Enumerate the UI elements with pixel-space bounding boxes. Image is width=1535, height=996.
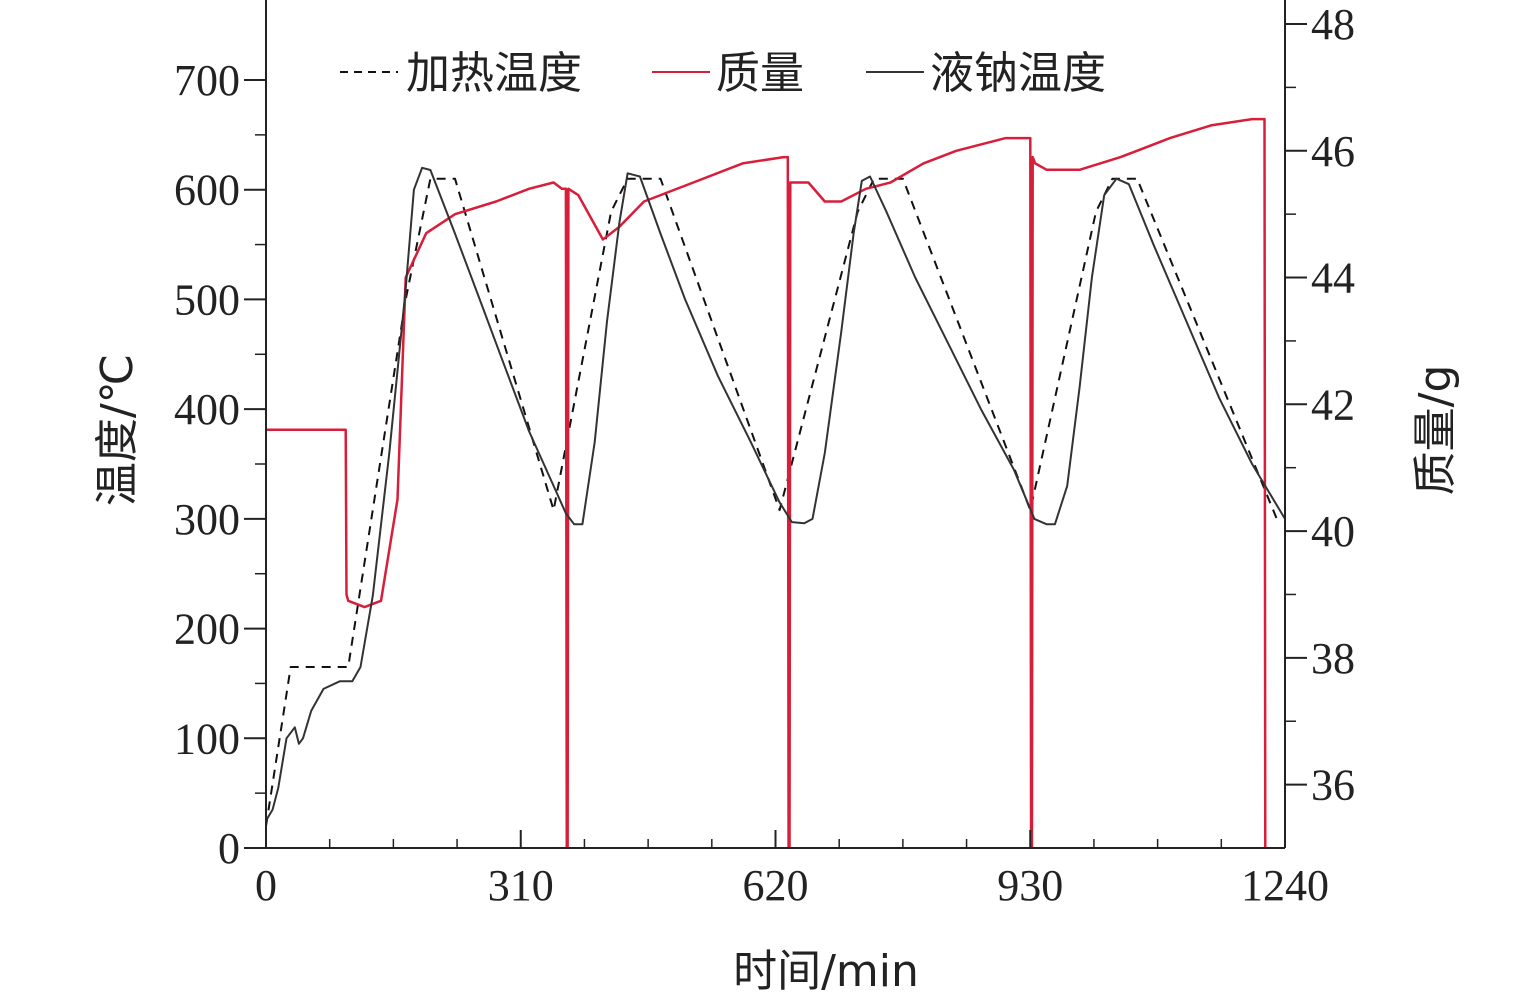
- y-right-tick-label: 36: [1311, 761, 1355, 810]
- series-heating-temperature: [266, 177, 1278, 827]
- series-mass: [266, 117, 1267, 848]
- x-tick-label: 0: [255, 861, 277, 910]
- y-right-tick-label: 48: [1311, 0, 1355, 49]
- series-layer: [266, 117, 1285, 848]
- y-left-tick-label: 600: [174, 166, 240, 215]
- legend: 加热温度 质量 液钠温度: [340, 48, 1106, 99]
- y-right-tick-label: 42: [1311, 380, 1355, 429]
- x-tick-label: 620: [743, 861, 809, 910]
- y-left-tick-label: 300: [174, 495, 240, 544]
- y-right-axis-title: 质量/g: [1410, 365, 1461, 496]
- x-tick-label: 930: [997, 861, 1063, 910]
- legend-label-mass: 质量: [716, 48, 804, 99]
- y-left-tick-label: 700: [174, 56, 240, 105]
- x-tick-label: 1240: [1241, 861, 1329, 910]
- y-left-axis-title: 温度/℃: [92, 354, 143, 506]
- axes-layer: 0 310 620 930 1240 0 100 200 300 400 500 600 700 36 38…: [174, 0, 1355, 910]
- x-tick-label: 310: [488, 861, 554, 910]
- series-sodium-temperature: [266, 166, 1285, 822]
- y-right-tick-label: 40: [1311, 507, 1355, 556]
- y-left-tick-label: 500: [174, 275, 240, 324]
- legend-label-heating: 加热温度: [406, 48, 582, 99]
- x-axis-title: 时间/min: [733, 946, 919, 996]
- y-left-tick-label: 100: [174, 714, 240, 763]
- y-left-tick-label: 400: [174, 385, 240, 434]
- y-left-tick-label: 0: [218, 824, 240, 873]
- y-right-tick-label: 44: [1311, 254, 1355, 303]
- y-right-tick-label: 46: [1311, 127, 1355, 176]
- y-right-tick-label: 38: [1311, 634, 1355, 683]
- legend-label-sodium: 液钠温度: [930, 48, 1106, 99]
- y-left-tick-label: 200: [174, 605, 240, 654]
